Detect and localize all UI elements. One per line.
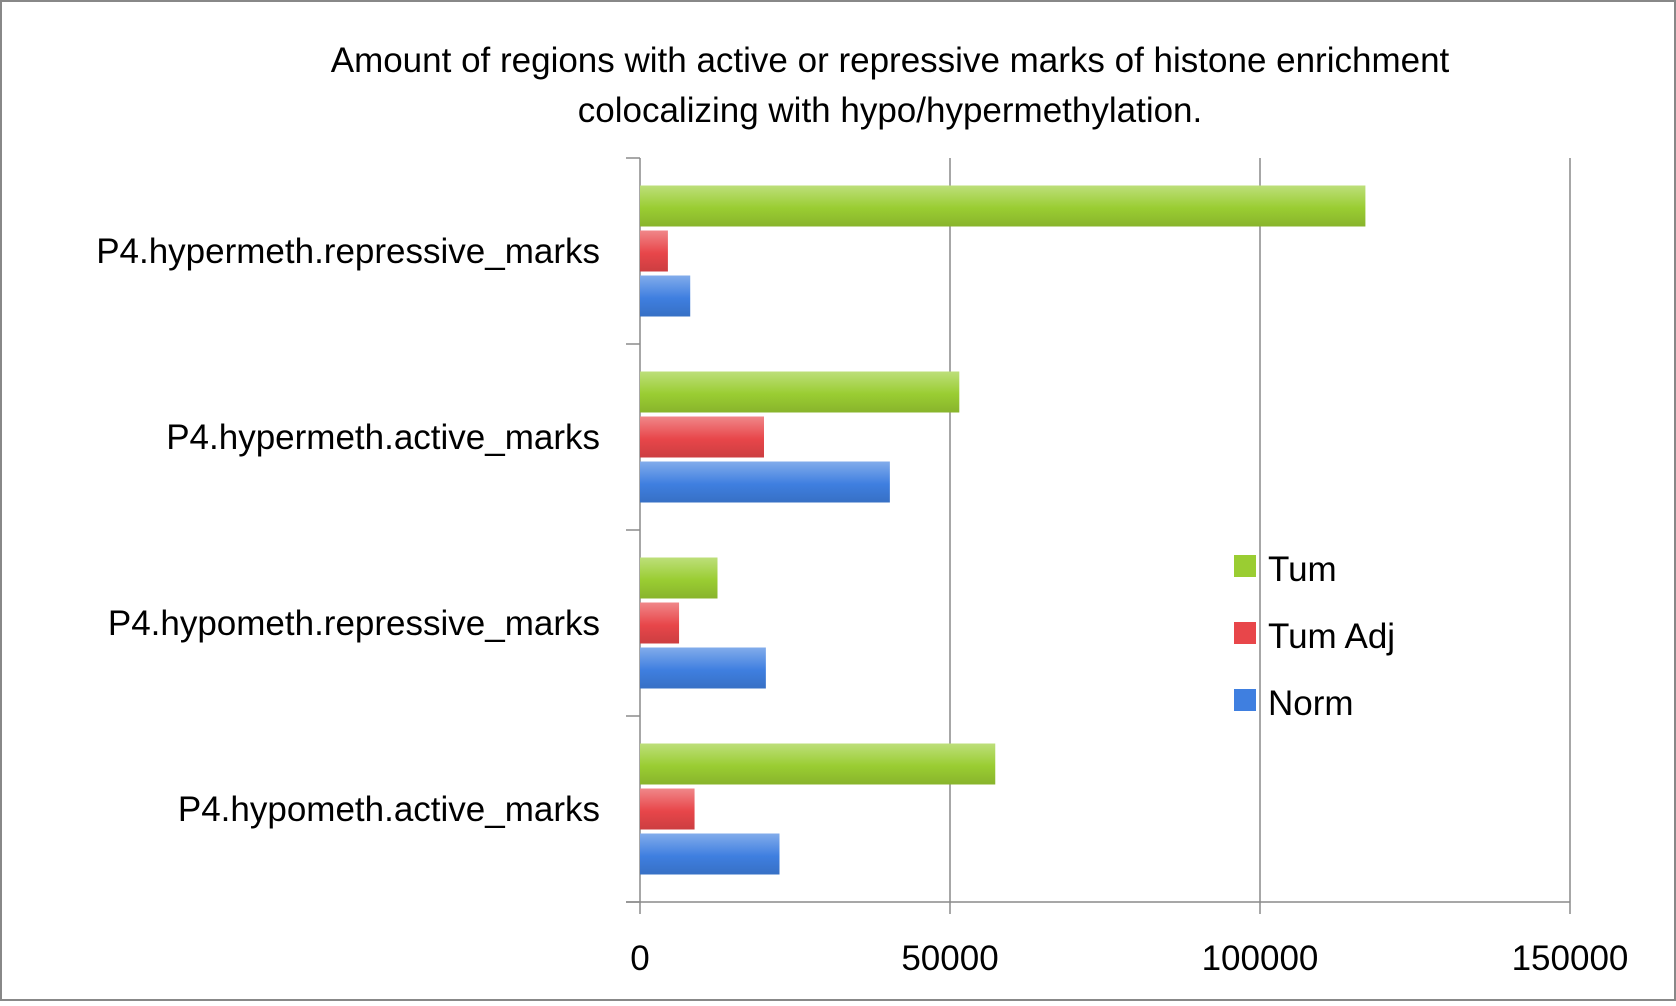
category-label-p4-hypometh-repressive-marks: P4.hypometh.repressive_marks	[108, 604, 600, 643]
legend: Tum Tum Adj Norm	[1234, 550, 1395, 723]
x-tick-label-100000: 100000	[1202, 939, 1319, 978]
chart-title-line-2: colocalizing with hypo/hypermethylation.	[578, 91, 1203, 130]
bars	[640, 185, 1366, 875]
legend-label-tum: Tum	[1268, 550, 1337, 589]
category-label-p4-hypermeth-active-marks: P4.hypermeth.active_marks	[166, 418, 600, 457]
bar-p4-hypermeth-active-marks-norm	[640, 461, 890, 503]
bar-p4-hypometh-repressive-marks-tum-adj	[640, 602, 680, 644]
chart-title-line-1: Amount of regions with active or repress…	[331, 41, 1450, 80]
legend-label-norm: Norm	[1268, 684, 1354, 723]
legend-swatch-norm	[1234, 689, 1256, 711]
bar-p4-hypometh-repressive-marks-norm	[640, 647, 766, 689]
x-tick-label-0: 0	[630, 939, 649, 978]
bar-p4-hypermeth-active-marks-tum-adj	[640, 416, 764, 458]
legend-label-tum-adj: Tum Adj	[1268, 617, 1395, 656]
legend-swatch-tum-adj	[1234, 622, 1256, 644]
bar-p4-hypometh-active-marks-tum-adj	[640, 788, 695, 830]
bar-p4-hypermeth-active-marks-tum	[640, 371, 960, 413]
x-tick-label-50000: 50000	[901, 939, 998, 978]
category-label-p4-hypermeth-repressive-marks: P4.hypermeth.repressive_marks	[96, 232, 600, 271]
bar-p4-hypometh-repressive-marks-tum	[640, 557, 718, 599]
category-label-p4-hypometh-active-marks: P4.hypometh.active_marks	[178, 790, 600, 829]
bar-p4-hypermeth-repressive-marks-norm	[640, 275, 691, 317]
bar-p4-hypometh-active-marks-tum	[640, 743, 996, 785]
bar-p4-hypometh-active-marks-norm	[640, 833, 780, 875]
bar-p4-hypermeth-repressive-marks-tum-adj	[640, 230, 668, 272]
legend-swatch-tum	[1234, 555, 1256, 577]
category-labels: P4.hypermeth.repressive_marks P4.hypermet…	[96, 232, 600, 829]
x-tick-labels: 0 50000 100000 150000	[630, 939, 1628, 978]
x-tick-label-150000: 150000	[1512, 939, 1629, 978]
bar-p4-hypermeth-repressive-marks-tum	[640, 185, 1366, 227]
